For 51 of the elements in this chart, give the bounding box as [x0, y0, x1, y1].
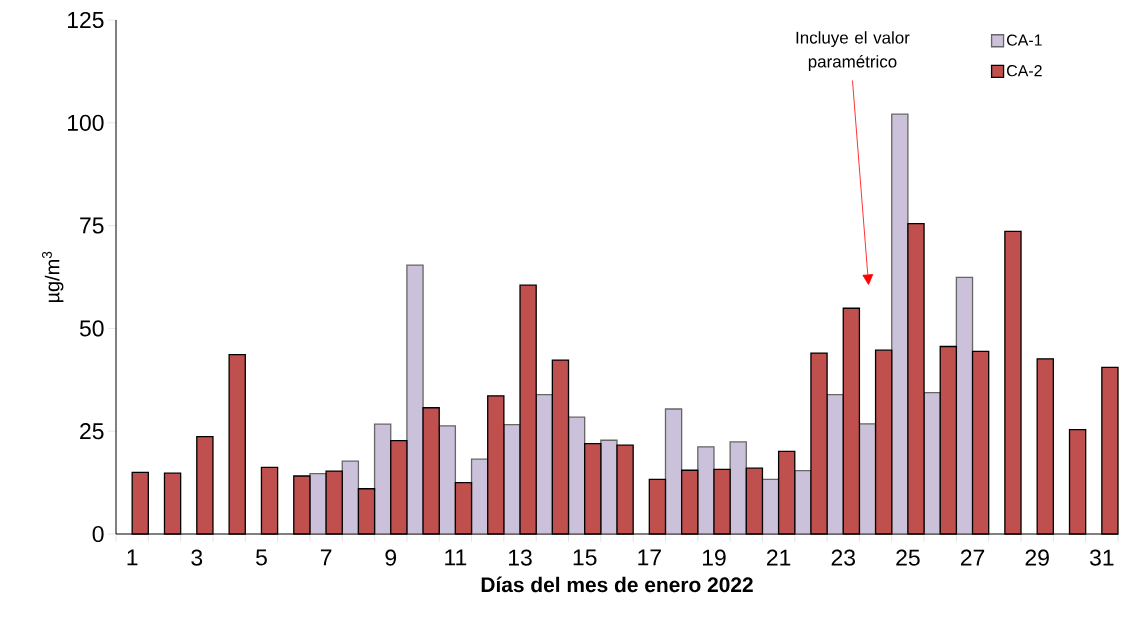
- x-tick-label: 31: [1089, 549, 1114, 566]
- bar: [842, 307, 861, 535]
- bar: [390, 440, 408, 535]
- bar: [777, 450, 796, 535]
- x-tick-label: 9: [385, 549, 397, 566]
- y-tick-label: 0: [92, 525, 104, 543]
- bar: [373, 423, 392, 535]
- x-tick-label: 15: [573, 549, 597, 566]
- x-tick-label: 23: [831, 549, 855, 566]
- bar: [874, 349, 893, 535]
- x-tick-label: 11: [445, 549, 467, 566]
- bar: [939, 345, 958, 535]
- x-tick-label: 25: [896, 549, 920, 566]
- bar: [406, 264, 424, 535]
- bar: [551, 359, 570, 535]
- x-tick-label: 17: [638, 549, 661, 566]
- x-tick-label: 3: [191, 549, 203, 566]
- y-tick-label: 100: [68, 114, 104, 131]
- bar: [680, 469, 699, 535]
- bar: [745, 467, 764, 535]
- x-tick-label: 21: [767, 549, 791, 566]
- y-tick-label: 25: [80, 423, 104, 440]
- bar: [891, 113, 909, 535]
- bar: [713, 468, 731, 535]
- x-tick-label: 7: [320, 549, 332, 566]
- bar: [454, 481, 473, 535]
- x-tick-label: 5: [256, 549, 267, 566]
- x-tick-label: 27: [960, 549, 985, 566]
- y-tick-label: 50: [79, 320, 104, 337]
- x-tick-label: 1: [127, 549, 138, 566]
- bar: [729, 441, 747, 535]
- bar: [907, 222, 925, 535]
- bar: [810, 352, 828, 535]
- bar: [519, 284, 537, 535]
- bar: [422, 407, 440, 535]
- bar: [357, 488, 376, 535]
- bar: [584, 442, 602, 535]
- x-tick-label: 19: [702, 549, 726, 566]
- y-tick-label: 125: [68, 11, 104, 29]
- y-tick-label: 75: [80, 217, 104, 234]
- legend-label: CA-1: [1007, 34, 1042, 46]
- x-tick-label: 29: [1025, 549, 1049, 566]
- bar: [487, 395, 505, 535]
- x-tick-label: 13: [509, 549, 532, 566]
- x-axis-title: Días del mes de enero 2022: [481, 576, 753, 593]
- bar: [697, 446, 715, 535]
- annotation: Incluye el valor paramétrico: [796, 31, 910, 71]
- legend-label: CA-2: [1007, 65, 1042, 77]
- bar: [325, 470, 343, 535]
- bar: [664, 408, 683, 535]
- y-axis-title: µg/m$^{3}$: [42, 251, 64, 303]
